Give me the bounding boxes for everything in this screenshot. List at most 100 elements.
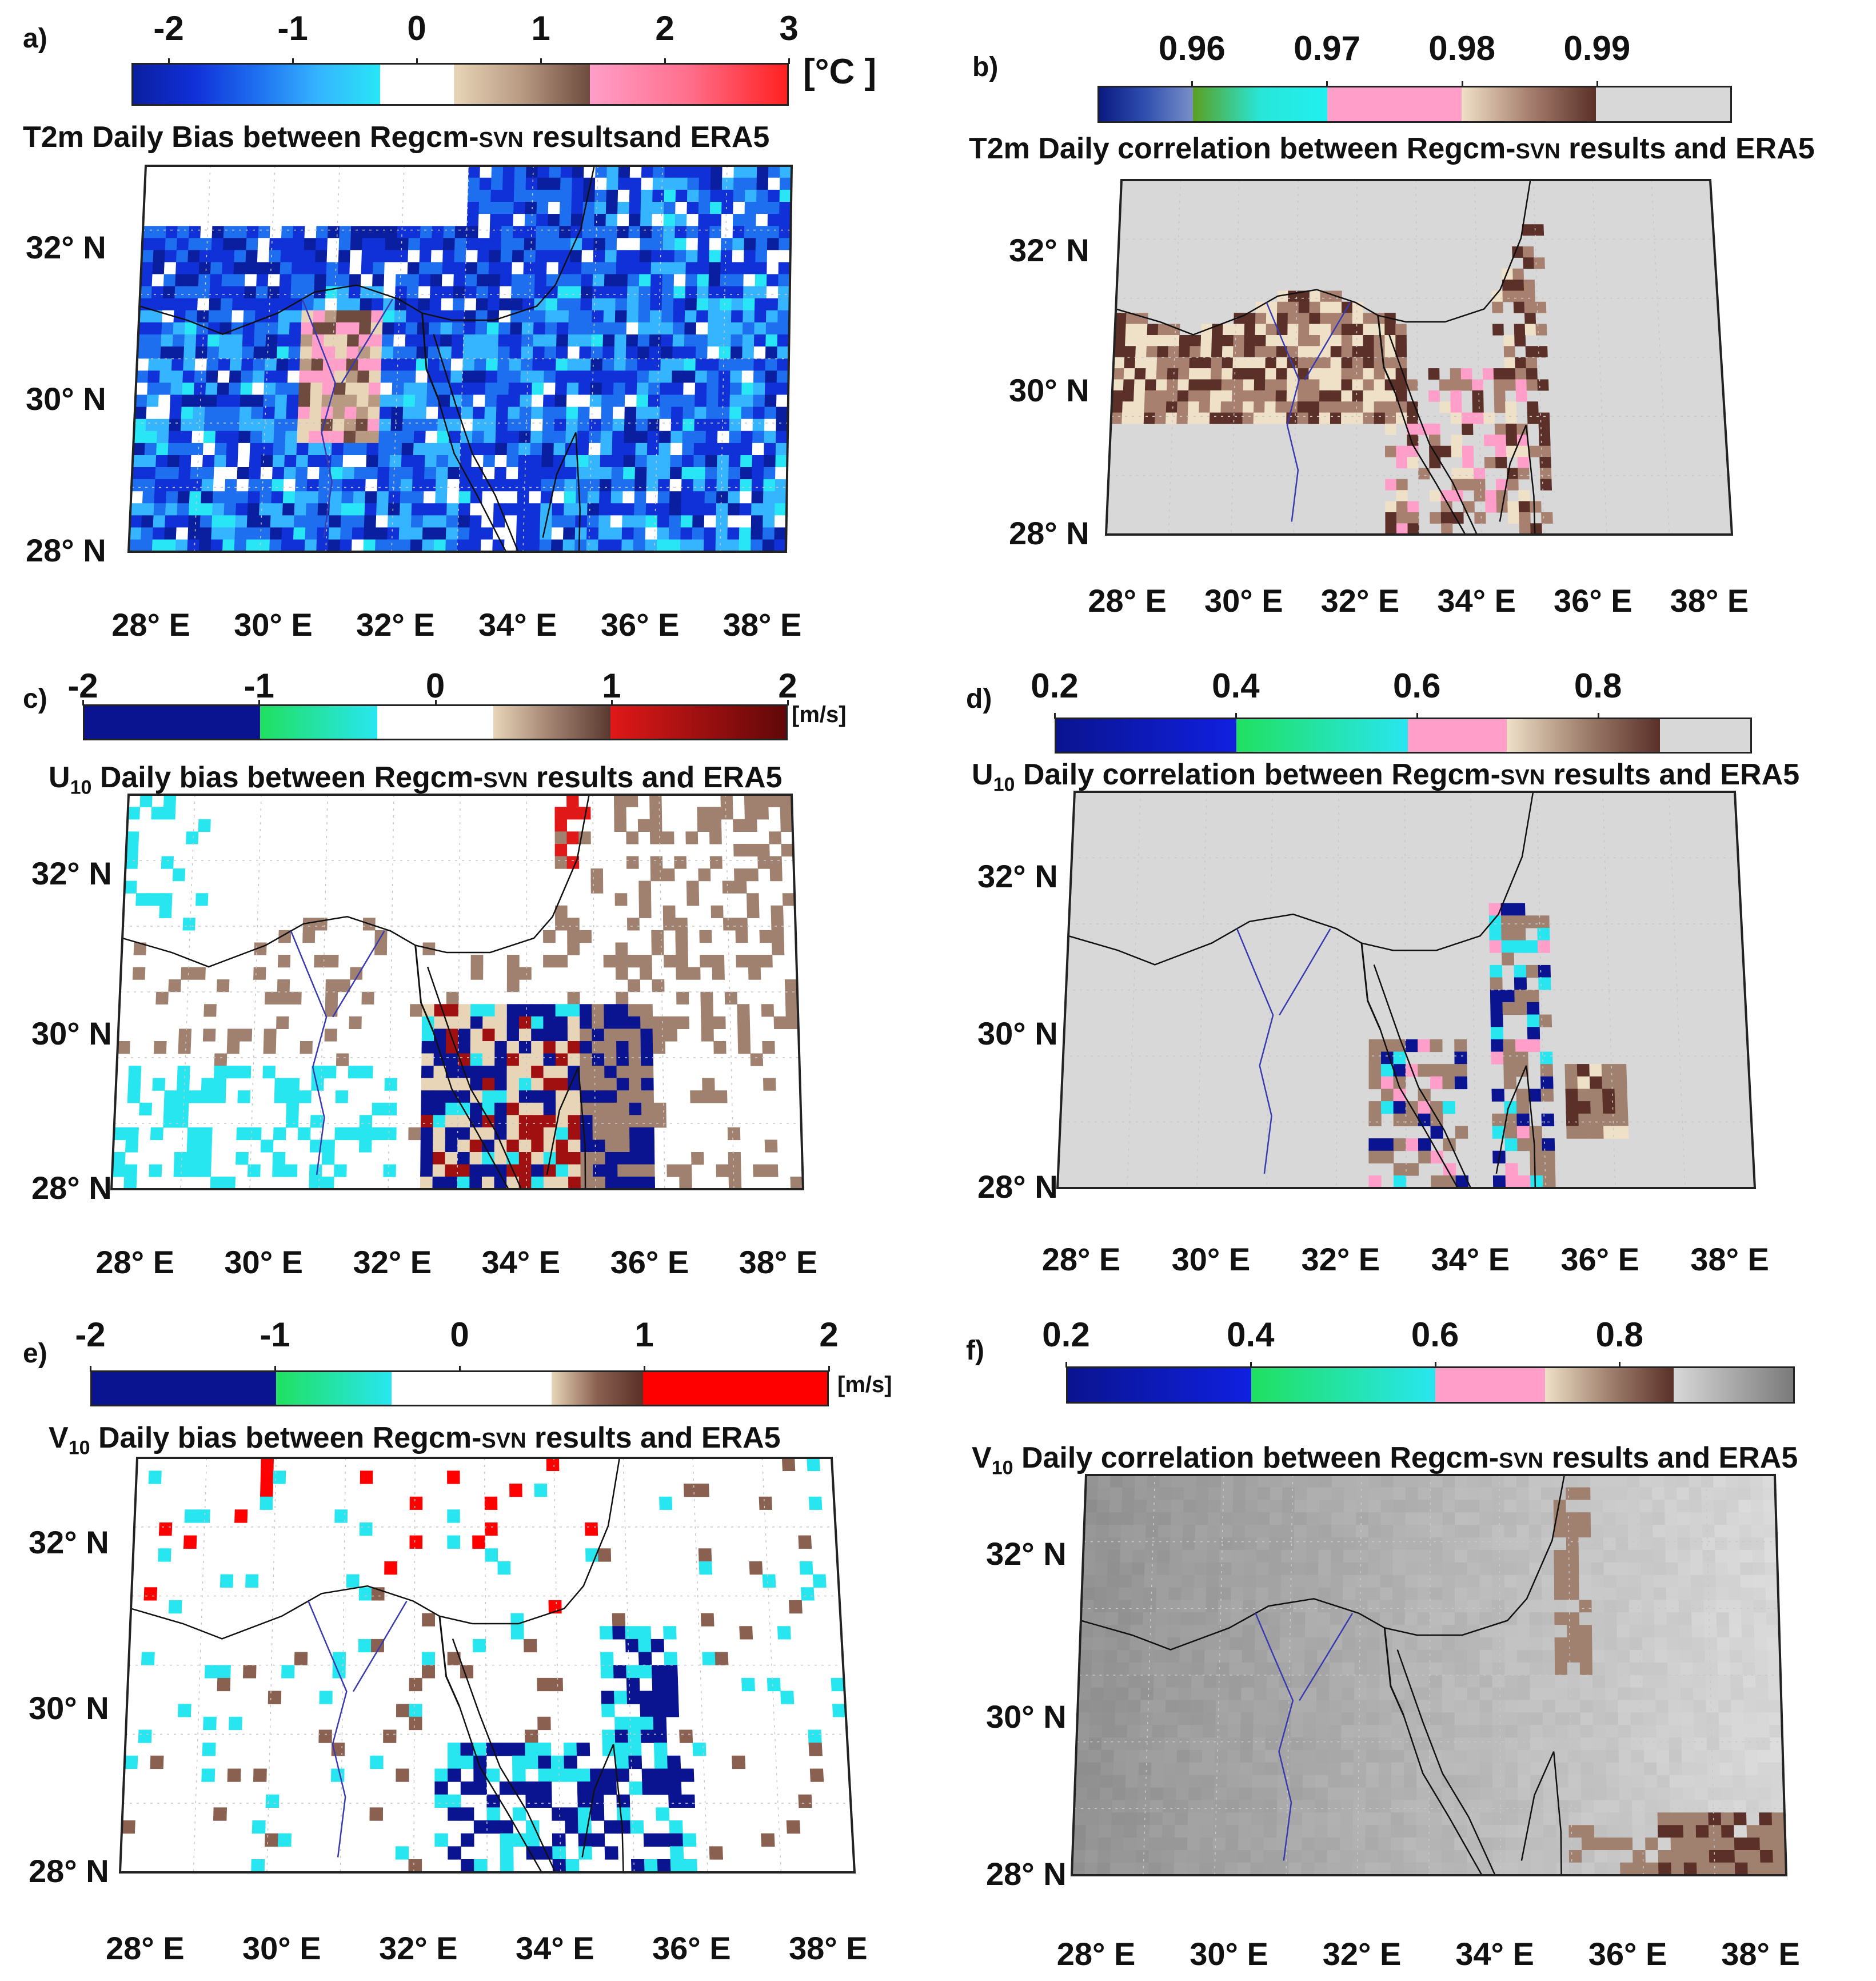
- raster-cell: [1133, 379, 1146, 391]
- colorbar-segment: [1407, 719, 1507, 752]
- longitude-label: 28° E: [111, 607, 190, 643]
- raster-cell: [1467, 1549, 1480, 1563]
- raster-cell: [186, 286, 199, 299]
- raster-cell: [1767, 1675, 1781, 1688]
- raster-cell: [125, 1127, 139, 1141]
- raster-cell: [217, 370, 230, 384]
- raster-cell: [1280, 1612, 1294, 1625]
- raster-cell: [205, 382, 218, 396]
- raster-cell: [602, 334, 615, 347]
- raster-cell: [237, 165, 250, 178]
- raster-cell: [239, 406, 252, 420]
- raster-cell: [199, 238, 213, 251]
- raster-cell: [1265, 346, 1277, 358]
- raster-cell: [592, 310, 604, 323]
- raster-cell: [258, 226, 271, 238]
- raster-cell: [203, 418, 217, 432]
- raster-cell: [614, 346, 626, 359]
- raster-cell: [404, 370, 417, 384]
- raster-cell: [1504, 1662, 1518, 1676]
- raster-cell: [1117, 1637, 1131, 1651]
- raster-cell: [697, 226, 711, 238]
- raster-cell: [1378, 1775, 1392, 1788]
- raster-cell: [1354, 1687, 1367, 1701]
- raster-cell: [1152, 1725, 1165, 1738]
- raster-cell: [269, 226, 282, 238]
- raster-cell: [155, 201, 167, 214]
- raster-cell: [650, 298, 662, 311]
- raster-cell: [1417, 1562, 1431, 1576]
- raster-cell: [1657, 1762, 1670, 1776]
- latitude-label: 32° N: [29, 1524, 109, 1560]
- raster-cell: [1304, 1625, 1318, 1638]
- raster-cell: [1298, 301, 1310, 313]
- raster-cell: [616, 1090, 630, 1103]
- raster-cell: [293, 539, 306, 552]
- raster-cell: [506, 1016, 520, 1030]
- raster-cell: [546, 274, 558, 287]
- raster-cell: [206, 370, 218, 384]
- raster-cell: [728, 455, 741, 468]
- raster-cell: [202, 177, 215, 190]
- raster-cell: [1526, 379, 1538, 391]
- raster-cell: [147, 893, 161, 906]
- raster-cell: [1232, 1512, 1246, 1525]
- raster-cell: [1308, 412, 1320, 424]
- raster-cell: [135, 370, 149, 384]
- raster-cell: [1317, 1625, 1331, 1638]
- raster-cell: [387, 165, 400, 178]
- raster-cell: [1472, 412, 1484, 424]
- raster-cell: [613, 394, 625, 408]
- raster-cell: [590, 358, 603, 371]
- raster-cell: [1330, 368, 1342, 380]
- raster-cell: [1267, 1625, 1281, 1638]
- raster-cell: [155, 189, 168, 202]
- raster-cell: [1084, 1512, 1097, 1525]
- raster-cell: [423, 491, 436, 504]
- raster-cell: [580, 1053, 593, 1066]
- raster-cell: [651, 930, 664, 943]
- raster-cell: [244, 286, 257, 299]
- raster-cell: [1112, 368, 1125, 380]
- colorbar-tick-mark: [1250, 1362, 1252, 1368]
- raster-cell: [392, 358, 405, 371]
- raster-cell: [780, 1691, 795, 1704]
- raster-cell: [1578, 1525, 1591, 1538]
- raster-cell: [178, 189, 191, 202]
- raster-cell: [1091, 1675, 1104, 1688]
- raster-cell: [627, 1716, 641, 1731]
- raster-cell: [778, 274, 791, 287]
- raster-cell: [1541, 1500, 1554, 1513]
- raster-cell: [200, 226, 213, 238]
- raster-cell: [636, 406, 649, 420]
- raster-cell: [1763, 1525, 1777, 1538]
- raster-cell: [1665, 1512, 1678, 1525]
- raster-cell: [156, 165, 169, 178]
- raster-cell: [409, 214, 421, 226]
- raster-cell: [771, 905, 784, 918]
- raster-cell: [570, 250, 582, 263]
- raster-cell: [1331, 1500, 1344, 1513]
- raster-cell: [1643, 1749, 1657, 1763]
- colorbar-segment: [92, 1372, 276, 1405]
- raster-cell: [1155, 379, 1168, 391]
- raster-cell: [1739, 1549, 1753, 1563]
- raster-cell: [386, 177, 400, 190]
- gulf-of-aqaba-coast: [542, 432, 577, 538]
- raster-cell: [1454, 1725, 1468, 1738]
- raster-cell: [189, 214, 202, 226]
- raster-cell: [552, 1807, 565, 1821]
- gulf-of-suez-coast: [426, 966, 522, 1190]
- raster-cell: [628, 238, 641, 251]
- raster-cell: [332, 406, 345, 420]
- raster-cell: [283, 177, 296, 190]
- raster-cell: [1227, 1762, 1240, 1776]
- raster-cell: [296, 455, 309, 468]
- raster-cell: [522, 274, 536, 287]
- raster-cell: [535, 250, 548, 263]
- raster-cell: [208, 310, 221, 323]
- raster-cell: [616, 991, 629, 1005]
- raster-cell: [1363, 334, 1375, 346]
- raster-cell: [365, 491, 378, 504]
- raster-cell: [194, 358, 207, 371]
